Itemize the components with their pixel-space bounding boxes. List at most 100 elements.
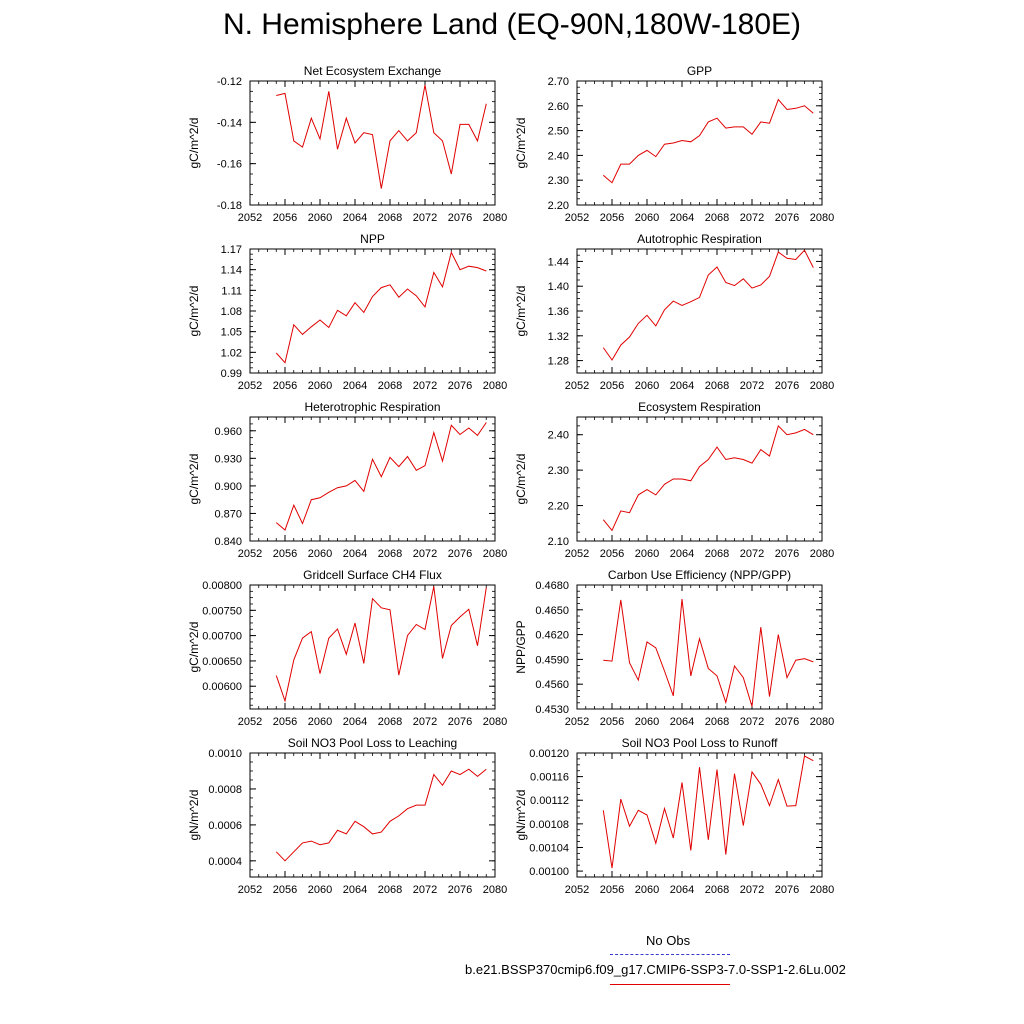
x-tick-label: 2064 bbox=[670, 884, 694, 896]
y-tick-label: 1.44 bbox=[548, 256, 569, 268]
x-tick-label: 2080 bbox=[810, 884, 834, 896]
plot-frame bbox=[576, 248, 823, 374]
series-line bbox=[275, 250, 487, 364]
x-tick-label: 2072 bbox=[740, 548, 764, 560]
chart-panel: GPP gC/m^2/d 2052 2056 2060 2064 2068 2072 2076 2… bbox=[514, 64, 834, 224]
x-tick-label: 2068 bbox=[378, 716, 402, 728]
y-tick-label: 0.00108 bbox=[529, 819, 569, 831]
y-tick-label: 2.40 bbox=[548, 430, 569, 442]
y-axis-label: gC/m^2/d bbox=[187, 454, 201, 505]
y-tick-label: 1.40 bbox=[548, 281, 569, 293]
y-tick-label: 0.0004 bbox=[208, 856, 242, 868]
series-line bbox=[276, 85, 487, 189]
series-line bbox=[603, 599, 814, 707]
y-tick-label: 2.30 bbox=[548, 465, 569, 477]
x-tick-label: 2064 bbox=[343, 548, 367, 560]
x-tick-label: 2076 bbox=[775, 716, 799, 728]
x-tick-label: 2072 bbox=[740, 716, 764, 728]
y-tick-label: 0.00112 bbox=[530, 795, 569, 807]
y-tick-label: 1.08 bbox=[221, 306, 242, 318]
x-tick-label: 2060 bbox=[308, 884, 332, 896]
y-tick-label: 0.4530 bbox=[535, 704, 569, 716]
chart-title: Autotrophic Respiration bbox=[637, 232, 762, 246]
x-tick-label: 2076 bbox=[775, 884, 799, 896]
chart-panel: Gridcell Surface CH4 Flux gC/m^2/d 2052 205… bbox=[187, 568, 507, 728]
y-tick-label: 0.930 bbox=[214, 453, 242, 465]
x-tick-label: 2056 bbox=[600, 716, 624, 728]
x-tick-label: 2052 bbox=[238, 548, 262, 560]
plot-frame bbox=[249, 80, 496, 206]
y-tick-label: 2.40 bbox=[548, 150, 569, 162]
series-line bbox=[602, 98, 814, 184]
chart-title: Net Ecosystem Exchange bbox=[304, 64, 442, 78]
y-tick-label: 0.840 bbox=[214, 536, 242, 548]
x-tick-label: 2072 bbox=[413, 380, 437, 392]
y-tick-label: 0.00116 bbox=[530, 772, 569, 784]
y-tick-label: 1.11 bbox=[221, 285, 242, 297]
x-tick-label: 2080 bbox=[810, 212, 834, 224]
x-tick-label: 2056 bbox=[600, 548, 624, 560]
y-tick-label: 0.960 bbox=[214, 426, 242, 438]
x-tick-label: 2068 bbox=[378, 380, 402, 392]
x-tick-label: 2068 bbox=[378, 212, 402, 224]
y-tick-label: 0.4560 bbox=[535, 679, 569, 691]
x-tick-label: 2052 bbox=[238, 380, 262, 392]
y-axis-label: gN/m^2/d bbox=[187, 790, 201, 841]
plot-frame bbox=[576, 416, 823, 542]
chart-title: GPP bbox=[687, 64, 712, 78]
x-tick-label: 2072 bbox=[413, 884, 437, 896]
x-tick-label: 2064 bbox=[670, 212, 694, 224]
x-tick-label: 2076 bbox=[448, 380, 472, 392]
x-tick-label: 2080 bbox=[810, 548, 834, 560]
y-tick-label: -0.14 bbox=[217, 117, 242, 129]
x-tick-label: 2056 bbox=[600, 884, 624, 896]
x-tick-label: 2064 bbox=[670, 548, 694, 560]
chart-title: Soil NO3 Pool Loss to Runoff bbox=[622, 736, 779, 750]
y-tick-label: 0.00104 bbox=[529, 842, 569, 854]
x-tick-label: 2068 bbox=[705, 548, 729, 560]
y-axis-label: gC/m^2/d bbox=[514, 286, 528, 337]
chart-title: Carbon Use Efficiency (NPP/GPP) bbox=[608, 568, 791, 582]
x-tick-label: 2080 bbox=[810, 380, 834, 392]
y-axis-label: gC/m^2/d bbox=[514, 118, 528, 169]
x-tick-label: 2052 bbox=[565, 884, 589, 896]
x-tick-label: 2080 bbox=[810, 716, 834, 728]
plot-frame bbox=[249, 416, 496, 542]
y-tick-label: 2.50 bbox=[548, 126, 569, 138]
series-line bbox=[275, 768, 487, 862]
y-tick-label: 0.4650 bbox=[535, 605, 569, 617]
page-title: N. Hemisphere Land (EQ-90N,180W-180E) bbox=[222, 8, 802, 41]
x-tick-label: 2072 bbox=[413, 548, 437, 560]
y-tick-label: 0.0010 bbox=[208, 748, 242, 760]
y-tick-label: 0.00700 bbox=[202, 631, 242, 643]
x-tick-label: 2060 bbox=[308, 548, 332, 560]
x-tick-label: 2076 bbox=[448, 548, 472, 560]
y-tick-label: 0.00100 bbox=[529, 866, 569, 878]
x-tick-label: 2076 bbox=[448, 884, 472, 896]
x-tick-label: 2080 bbox=[483, 884, 507, 896]
y-axis-label: gN/m^2/d bbox=[514, 790, 528, 841]
x-tick-label: 2072 bbox=[413, 212, 437, 224]
y-axis-label: gC/m^2/d bbox=[514, 454, 528, 505]
chart-panel: Carbon Use Efficiency (NPP/GPP) NPP/GPP 20… bbox=[514, 568, 834, 728]
y-tick-label: 0.900 bbox=[214, 481, 242, 493]
y-tick-label: 0.00650 bbox=[202, 656, 242, 668]
x-tick-label: 2056 bbox=[273, 884, 297, 896]
y-tick-label: 0.0006 bbox=[208, 820, 242, 832]
y-tick-label: 0.00800 bbox=[202, 580, 242, 592]
x-tick-label: 2080 bbox=[483, 716, 507, 728]
x-tick-label: 2056 bbox=[600, 380, 624, 392]
y-tick-label: 1.32 bbox=[548, 331, 569, 343]
y-tick-label: -0.12 bbox=[217, 76, 242, 88]
x-tick-label: 2052 bbox=[565, 212, 589, 224]
chart-title: Ecosystem Respiration bbox=[638, 400, 761, 414]
y-axis-label: gC/m^2/d bbox=[187, 622, 201, 673]
y-tick-label: 0.4620 bbox=[535, 630, 569, 642]
x-tick-label: 2060 bbox=[635, 884, 659, 896]
x-tick-label: 2060 bbox=[308, 212, 332, 224]
x-tick-label: 2060 bbox=[635, 212, 659, 224]
x-tick-label: 2064 bbox=[343, 212, 367, 224]
y-tick-label: 2.70 bbox=[548, 76, 569, 88]
x-tick-label: 2068 bbox=[705, 884, 729, 896]
y-tick-label: 1.17 bbox=[221, 244, 242, 256]
